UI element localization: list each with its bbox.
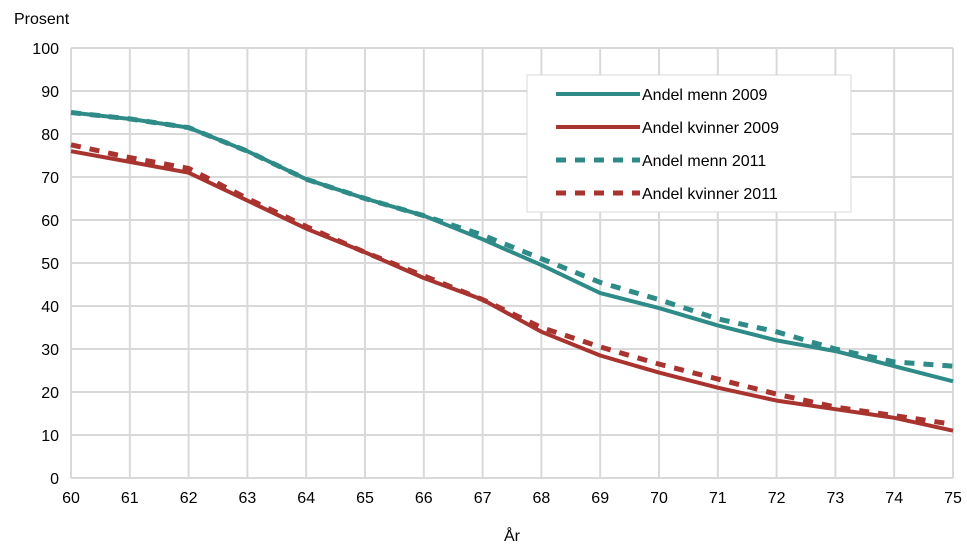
legend-label: Andel menn 2011 [642,153,766,170]
x-tick-label: 73 [827,490,845,507]
series-line-3 [70,110,954,369]
legend-label: Andel menn 2009 [642,87,768,104]
x-tick-label: 61 [121,490,139,507]
y-tick-label: 30 [41,342,59,359]
legend: Andel menn 2009 Andel kvinner 2009 Andel m… [526,74,852,213]
series-line-1 [70,110,954,384]
y-tick-label: 70 [41,170,59,187]
x-tick-label: 74 [885,490,903,507]
legend-label: Andel kvinner 2009 [642,120,779,137]
y-tick-label: 20 [41,385,59,402]
x-tick-label: 63 [239,490,257,507]
x-tick-label: 60 [62,490,80,507]
series-lines [70,110,954,433]
y-tick-label: 50 [41,256,59,273]
y-tick-label: 10 [41,428,59,445]
grid-lines [70,47,954,479]
x-tick-label: 67 [474,490,492,507]
legend-label: Andel kvinner 2011 [642,186,778,203]
y-axis-title: Prosent [14,11,70,28]
series-line-4 [70,142,954,427]
x-tick-labels: 60 61 62 63 64 65 66 67 68 69 70 71 72 73 74 75 [62,490,962,507]
x-tick-label: 64 [297,490,315,507]
y-tick-label: 0 [50,471,59,488]
y-tick-label: 80 [41,127,59,144]
x-tick-label: 65 [356,490,374,507]
x-tick-label: 66 [415,490,433,507]
x-tick-label: 72 [768,490,786,507]
y-tick-label: 100 [32,41,59,58]
y-tick-labels: 0 10 20 30 40 50 60 70 80 90 100 [32,41,59,488]
x-tick-label: 69 [591,490,609,507]
x-tick-label: 70 [650,490,668,507]
x-tick-label: 75 [944,490,962,507]
x-axis-title: År [504,526,521,545]
legend-box [526,74,852,213]
x-tick-label: 71 [709,490,727,507]
x-tick-label: 68 [533,490,551,507]
y-tick-label: 90 [41,84,59,101]
y-tick-label: 40 [41,299,59,316]
y-tick-label: 60 [41,213,59,230]
x-tick-label: 62 [180,490,198,507]
